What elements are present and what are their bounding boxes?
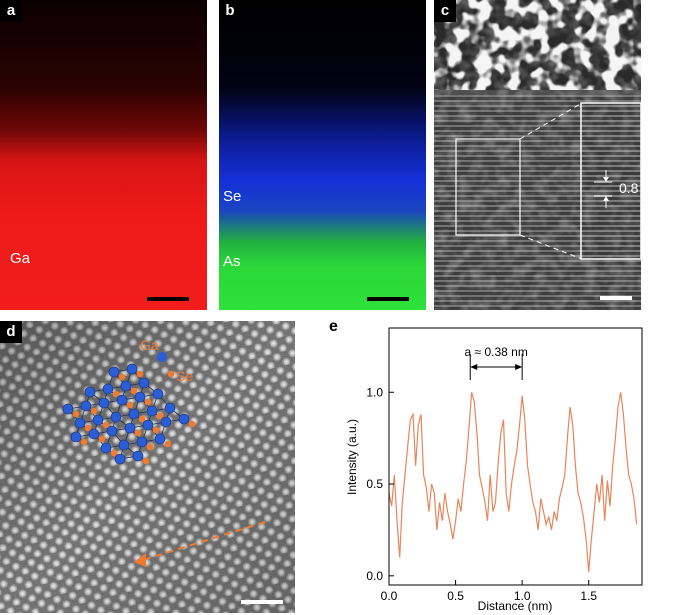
ga-atom bbox=[124, 422, 136, 434]
element-label-as: As bbox=[223, 253, 241, 270]
panel-d-haadf: d Ga Se bbox=[0, 321, 295, 613]
ga-atom bbox=[128, 408, 140, 420]
ga-atom bbox=[80, 400, 92, 412]
ga-atom bbox=[84, 386, 96, 398]
ga-atom bbox=[100, 442, 112, 454]
se-atom bbox=[136, 370, 144, 378]
ga-atom bbox=[152, 388, 164, 400]
line-profile-arrow bbox=[139, 521, 266, 562]
se-atom bbox=[80, 438, 88, 446]
se-atom bbox=[138, 415, 146, 423]
y-tick-label: 0.0 bbox=[366, 569, 383, 583]
ga-atom bbox=[134, 391, 146, 403]
ga-atom bbox=[102, 383, 114, 395]
panel-label-d: d bbox=[0, 321, 22, 343]
ga-atom bbox=[142, 419, 154, 431]
ga-atom bbox=[164, 402, 176, 414]
panel-label-c: c bbox=[434, 0, 456, 22]
ga-atom bbox=[154, 433, 166, 445]
se-atom bbox=[130, 387, 138, 395]
se-atom bbox=[164, 440, 172, 448]
se-atom bbox=[112, 390, 120, 398]
atom-label-se: Se bbox=[176, 368, 194, 384]
haadf-image bbox=[0, 321, 295, 613]
x-tick-label: 0.5 bbox=[447, 589, 464, 603]
ga-atom bbox=[160, 416, 172, 428]
se-atom bbox=[90, 407, 98, 415]
se-atom bbox=[156, 412, 164, 420]
se-atom bbox=[126, 401, 134, 409]
spacing-label: 0.8 nm bbox=[619, 180, 641, 196]
panel-e-line-profile: e 0.0 0.5 1.0 1.5 0.0 0.5 1.0 Distance (nm) I… bbox=[322, 318, 685, 615]
ga-atom bbox=[70, 431, 82, 443]
se-atom bbox=[188, 420, 196, 428]
scale-bar-d bbox=[241, 600, 283, 604]
se-atom bbox=[144, 398, 152, 406]
zoomed-inset bbox=[580, 102, 641, 260]
se-atom bbox=[84, 424, 92, 432]
panel-c-hrtem: c 0.8 nm bbox=[434, 0, 641, 310]
ga-atom bbox=[146, 405, 158, 417]
panel-label-a: a bbox=[0, 0, 22, 22]
x-tick-label: 0.0 bbox=[381, 589, 398, 603]
atom-label-ga: Ga bbox=[140, 337, 159, 353]
panel-label-e: e bbox=[329, 318, 338, 335]
ga-atom bbox=[116, 394, 128, 406]
legend-ga-atom bbox=[157, 352, 167, 362]
ga-atom bbox=[92, 414, 104, 426]
ga-atom bbox=[136, 436, 148, 448]
se-atom bbox=[110, 449, 118, 457]
y-tick-label: 1.0 bbox=[366, 385, 383, 399]
atomic-model-overlay bbox=[62, 352, 196, 465]
ga-atom bbox=[106, 425, 118, 437]
ga-atom bbox=[110, 411, 122, 423]
x-tick-label: 1.0 bbox=[514, 589, 531, 603]
se-atom bbox=[98, 435, 106, 443]
panel-b-se-as-map: b Se As bbox=[219, 0, 426, 310]
ga-atom bbox=[108, 366, 120, 378]
x-tick-label: 1.5 bbox=[580, 589, 597, 603]
ga-atom bbox=[114, 453, 126, 465]
y-axis: 0.0 0.5 1.0 bbox=[366, 385, 394, 583]
panel-label-b: b bbox=[219, 0, 241, 22]
se-atom bbox=[118, 373, 126, 381]
panel-a-ga-map: a Ga bbox=[0, 0, 207, 310]
lattice-spacing-annotation: a ≈ 0.38 nm bbox=[465, 345, 528, 380]
arrow-head bbox=[134, 553, 146, 567]
scale-bar-a bbox=[147, 297, 189, 301]
ga-atom bbox=[88, 428, 100, 440]
ga-atom bbox=[98, 397, 110, 409]
se-atom bbox=[146, 443, 154, 451]
y-axis-label: Intensity (a.u.) bbox=[345, 419, 359, 495]
ga-atom bbox=[62, 403, 74, 415]
se-atom bbox=[142, 457, 150, 465]
ga-atom bbox=[120, 380, 132, 392]
plot-frame bbox=[388, 327, 643, 586]
intensity-profile-line bbox=[388, 392, 638, 573]
ga-atom bbox=[118, 439, 130, 451]
y-tick-label: 0.5 bbox=[366, 477, 383, 491]
se-atom bbox=[72, 410, 80, 418]
ga-atom bbox=[132, 450, 144, 462]
se-atom bbox=[152, 426, 160, 434]
intensity-profile-chart: 0.0 0.5 1.0 1.5 0.0 0.5 1.0 Distance (nm) Int… bbox=[345, 327, 643, 613]
ga-atom bbox=[74, 417, 86, 429]
x-axis: 0.0 0.5 1.0 1.5 bbox=[381, 580, 597, 603]
element-label-se: Se bbox=[223, 188, 242, 205]
scale-bar-c bbox=[600, 296, 632, 300]
x-axis-label: Distance (nm) bbox=[478, 599, 553, 613]
legend-se-atom bbox=[167, 370, 175, 378]
region-box bbox=[455, 138, 521, 236]
ga-atom bbox=[178, 413, 190, 425]
ga-atom bbox=[138, 377, 150, 389]
element-label-ga: Ga bbox=[10, 250, 31, 267]
lattice-constant-label: a ≈ 0.38 nm bbox=[465, 345, 528, 359]
hrtem-image bbox=[434, 0, 641, 310]
se-atom bbox=[102, 421, 110, 429]
ga-atom bbox=[126, 363, 138, 375]
se-atom bbox=[134, 429, 142, 437]
scale-bar-b bbox=[367, 297, 409, 301]
